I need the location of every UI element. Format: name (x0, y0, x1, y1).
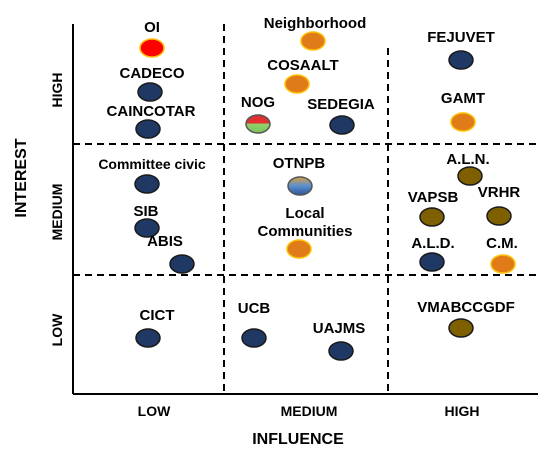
marker-oi (139, 38, 165, 58)
label-ucb: UCB (237, 300, 271, 317)
label-vmabccgdf: VMABCCGDF (417, 299, 515, 316)
marker-gamt (450, 112, 476, 132)
label-gamt: GAMT (440, 90, 486, 107)
label-cm: C.M. (486, 235, 518, 252)
marker-fejuvet (448, 50, 474, 70)
x-level-high: HIGH (444, 403, 480, 419)
marker-neighborhood (300, 31, 326, 51)
label-neighborhood: Neighborhood (263, 15, 367, 32)
label-uajms: UAJMS (312, 320, 366, 337)
label-vrhr: VRHR (477, 184, 521, 201)
label-committee-civic: Committee civic (98, 156, 206, 172)
marker-local-communities (286, 239, 312, 259)
marker-a-l-d (419, 252, 445, 272)
label-aln: A.L.N. (446, 151, 490, 168)
label-sib: SIB (133, 203, 159, 220)
label-cict: CICT (139, 307, 175, 324)
marker-c-m (490, 254, 516, 274)
marker-abis (169, 254, 195, 274)
label-cadeco: CADECO (119, 65, 185, 82)
marker-cosaalt (284, 74, 310, 94)
label-nog: NOG (240, 94, 276, 111)
marker-ucb (241, 328, 267, 348)
label-oi: OI (144, 19, 160, 36)
marker-vapsb (419, 207, 445, 227)
label-ald: A.L.D. (411, 235, 455, 252)
marker-uajms (328, 341, 354, 361)
marker-caincotar (135, 119, 161, 139)
label-abis: ABIS (147, 233, 183, 250)
label-cosaalt: COSAALT (267, 57, 339, 74)
y-axis-title: INTEREST (13, 138, 30, 218)
label-vapsb: VAPSB (407, 189, 459, 206)
label-local-communities: Local Communities (257, 205, 353, 240)
y-level-low: LOW (49, 313, 65, 347)
label-sedegia: SEDEGIA (307, 96, 375, 113)
label-otnpb: OTNPB (272, 155, 326, 172)
x-axis-title: INFLUENCE (252, 431, 344, 448)
marker-a-l-n (457, 166, 483, 186)
marker-vmabccgdf (448, 318, 474, 338)
y-level-high: HIGH (49, 72, 65, 108)
label-caincotar: CAINCOTAR (106, 103, 196, 120)
marker-sib (134, 218, 160, 238)
marker-sedegia (329, 115, 355, 135)
marker-cadeco (137, 82, 163, 102)
x-level-low: LOW (137, 403, 171, 419)
x-level-medium: MEDIUM (280, 403, 338, 419)
marker-vrhr (486, 206, 512, 226)
y-level-medium: MEDIUM (49, 183, 65, 241)
marker-otnpb (287, 176, 313, 196)
marker-committee-civic (134, 174, 160, 194)
label-fejuvet: FEJUVET (427, 29, 495, 46)
marker-nog (245, 114, 271, 134)
marker-cict (135, 328, 161, 348)
